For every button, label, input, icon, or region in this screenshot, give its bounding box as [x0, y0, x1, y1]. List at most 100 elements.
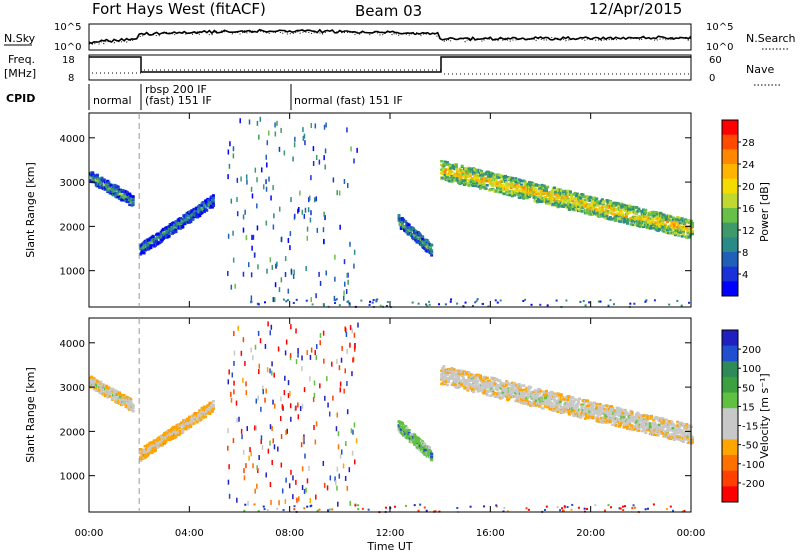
echo-cell	[616, 211, 620, 215]
echo-cell	[579, 197, 583, 200]
echo-cell	[628, 423, 632, 426]
noise-cell	[273, 213, 275, 219]
echo-cell	[595, 402, 599, 406]
echo-cell	[598, 202, 602, 205]
echo-cell	[620, 421, 624, 424]
echo-cell	[106, 389, 110, 393]
echo-cell	[109, 184, 113, 187]
echo-cell	[594, 408, 598, 412]
noise-cell	[269, 257, 272, 263]
noise-cell	[323, 238, 325, 244]
echo-cell	[618, 213, 622, 216]
echo-cell	[103, 394, 107, 398]
echo-cell	[208, 406, 212, 410]
echo-cell	[509, 393, 513, 397]
echo-cell	[535, 397, 539, 400]
echo-cell	[675, 232, 679, 235]
echo-cell	[92, 377, 96, 380]
noise-cell	[310, 123, 313, 129]
echo-cell	[677, 223, 681, 227]
echo-cell	[542, 401, 546, 405]
echo-cell	[648, 426, 652, 430]
echo-cell	[461, 377, 465, 381]
echo-cell	[130, 408, 134, 411]
echo-cell	[594, 201, 598, 205]
echo-cell	[619, 209, 623, 213]
echo-cell	[670, 221, 674, 225]
echo-cell	[208, 202, 212, 205]
echo-cell	[116, 186, 120, 189]
echo-cell	[567, 204, 571, 208]
echo-cell	[440, 373, 444, 376]
echo-cell	[660, 223, 664, 227]
echo-cell	[570, 206, 574, 209]
echo-cell	[139, 247, 143, 251]
echo-cell	[571, 396, 575, 399]
ground-cell	[348, 302, 351, 305]
echo-cell	[539, 389, 543, 393]
echo-cell	[521, 397, 525, 400]
noise-cell	[287, 288, 290, 294]
echo-cell	[561, 407, 565, 411]
noise-cell	[292, 274, 295, 280]
echo-cell	[636, 425, 640, 429]
echo-cell	[97, 184, 101, 188]
echo-cell	[649, 428, 653, 431]
echo-cell	[170, 228, 174, 231]
noise-cell	[324, 148, 327, 154]
echo-cell	[654, 216, 658, 220]
echo-cell	[480, 186, 484, 189]
noise-cell	[338, 190, 341, 196]
ground-cell	[305, 299, 308, 302]
echo-cell	[484, 382, 488, 385]
echo-cell	[655, 211, 659, 215]
echo-cell	[165, 226, 169, 229]
echo-cell	[595, 208, 599, 211]
echo-cell	[488, 390, 492, 393]
echo-cell	[127, 407, 131, 410]
echo-cell	[534, 188, 538, 192]
echo-cell	[595, 197, 599, 200]
ground-cell	[425, 303, 428, 306]
noise-cell	[309, 195, 311, 201]
echo-cell	[195, 206, 199, 210]
noise-cell	[251, 193, 254, 199]
echo-cell	[445, 161, 449, 164]
echo-cell	[211, 404, 215, 407]
echo-cell	[482, 379, 486, 383]
echo-cell	[604, 217, 608, 220]
echo-cell	[533, 190, 537, 193]
echo-cell	[618, 407, 622, 410]
echo-cell	[598, 407, 602, 410]
noise-cell	[353, 249, 356, 255]
echo-cell	[616, 215, 620, 218]
echo-cell	[574, 398, 578, 402]
echo-cell	[211, 204, 215, 207]
noise-cell	[266, 162, 268, 168]
echo-cell	[464, 179, 468, 182]
echo-cell	[556, 193, 560, 196]
echo-cell	[513, 194, 517, 197]
echo-cell	[554, 395, 558, 398]
echo-cell	[205, 208, 209, 212]
echo-cell	[461, 179, 465, 182]
echo-cell	[121, 190, 125, 193]
noise-cell	[284, 271, 287, 277]
echo-cell	[535, 393, 539, 397]
noise-cell	[294, 136, 296, 142]
noise-cell	[253, 252, 256, 258]
echo-cell	[106, 395, 110, 399]
echo-cell	[583, 201, 587, 204]
echo-cell	[199, 418, 203, 421]
echo-cell	[620, 415, 624, 418]
echo-cell	[500, 180, 504, 184]
echo-cell	[532, 191, 536, 194]
noise-cell	[232, 257, 235, 263]
echo-cell	[116, 398, 120, 401]
echo-cell	[449, 164, 453, 168]
echo-cell	[571, 404, 575, 408]
echo-cell	[473, 379, 477, 383]
echo-cell	[448, 179, 452, 183]
echo-cell	[514, 399, 518, 403]
noise-cell	[299, 190, 301, 196]
